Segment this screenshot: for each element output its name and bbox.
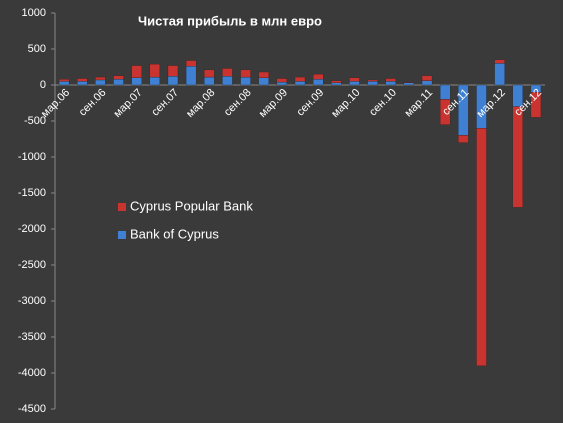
- bar: [167, 65, 179, 77]
- bar: [95, 79, 106, 86]
- bar: [58, 81, 70, 86]
- bar: [530, 92, 542, 118]
- legend-swatch: [118, 231, 126, 239]
- bar: [294, 81, 306, 86]
- bar: [403, 82, 415, 86]
- bar: [440, 99, 451, 125]
- legend-label: Cyprus Popular Bank: [130, 198, 253, 213]
- bar: [149, 76, 160, 86]
- x-tick-label: сен.08: [222, 87, 254, 119]
- x-tick-label: сен.07: [149, 87, 181, 119]
- x-tick-label: мар.11: [402, 87, 435, 120]
- bar: [440, 84, 451, 100]
- bar: [349, 77, 360, 82]
- x-tick-label: мар.09: [257, 87, 290, 120]
- legend-label: Bank of Cyprus: [130, 226, 219, 241]
- bar: [294, 76, 306, 82]
- x-tick-label: мар.10: [329, 87, 362, 120]
- y-tick-label: 0: [40, 79, 46, 91]
- bar: [77, 78, 88, 82]
- y-tick-label: -3000: [18, 295, 46, 307]
- chart-title: Чистая прибыль в млн евро: [138, 13, 322, 28]
- bar: [331, 80, 342, 83]
- bar: [240, 69, 251, 78]
- bar: [494, 59, 505, 64]
- y-tick-label: -1500: [18, 187, 46, 199]
- bar: [385, 81, 396, 86]
- bar: [240, 76, 251, 86]
- bar: [167, 76, 179, 86]
- bar: [113, 79, 124, 86]
- bar: [494, 63, 505, 86]
- bar: [222, 76, 233, 86]
- y-tick-label: -500: [24, 115, 46, 127]
- bar: [367, 79, 378, 82]
- y-tick-label: -2000: [18, 223, 46, 235]
- bar: [276, 81, 288, 86]
- legend-swatch: [118, 203, 126, 211]
- bar: [222, 68, 233, 77]
- bar: [258, 71, 269, 78]
- bar: [149, 63, 160, 78]
- bar: [113, 75, 124, 80]
- bar: [421, 75, 433, 81]
- bar: [312, 74, 324, 80]
- bar: [77, 81, 88, 86]
- bar: [331, 82, 342, 86]
- bar: [204, 76, 215, 86]
- x-tick-label: сен.09: [295, 87, 327, 119]
- bar: [367, 81, 378, 86]
- bar: [58, 79, 70, 82]
- x-tick-label: мар.08: [184, 87, 217, 120]
- x-tick-label: мар.07: [112, 87, 145, 120]
- bar: [385, 78, 396, 82]
- bar: [512, 106, 523, 208]
- y-tick-label: -4000: [18, 367, 46, 379]
- bar: [258, 77, 269, 86]
- bar: [403, 81, 415, 83]
- bar: [131, 65, 142, 78]
- x-tick-label: сен.10: [367, 87, 399, 119]
- y-tick-label: -4500: [18, 403, 46, 415]
- y-tick-label: -2500: [18, 259, 46, 271]
- bar: [312, 79, 324, 86]
- bar: [185, 60, 197, 67]
- bar: [204, 69, 215, 78]
- x-tick-label: мар.06: [39, 87, 72, 120]
- bar: [185, 66, 197, 86]
- bar: [131, 77, 142, 86]
- bar: [349, 81, 360, 86]
- y-tick-label: -3500: [18, 331, 46, 343]
- y-tick-label: -1000: [18, 151, 46, 163]
- bar: [458, 135, 469, 143]
- bar: [95, 76, 106, 81]
- bar: [276, 78, 288, 83]
- x-tick-label: сен.06: [77, 87, 109, 119]
- bar: [476, 128, 487, 366]
- y-tick-label: 1000: [22, 7, 46, 19]
- y-tick-label: 500: [28, 43, 46, 55]
- bar: [421, 80, 433, 86]
